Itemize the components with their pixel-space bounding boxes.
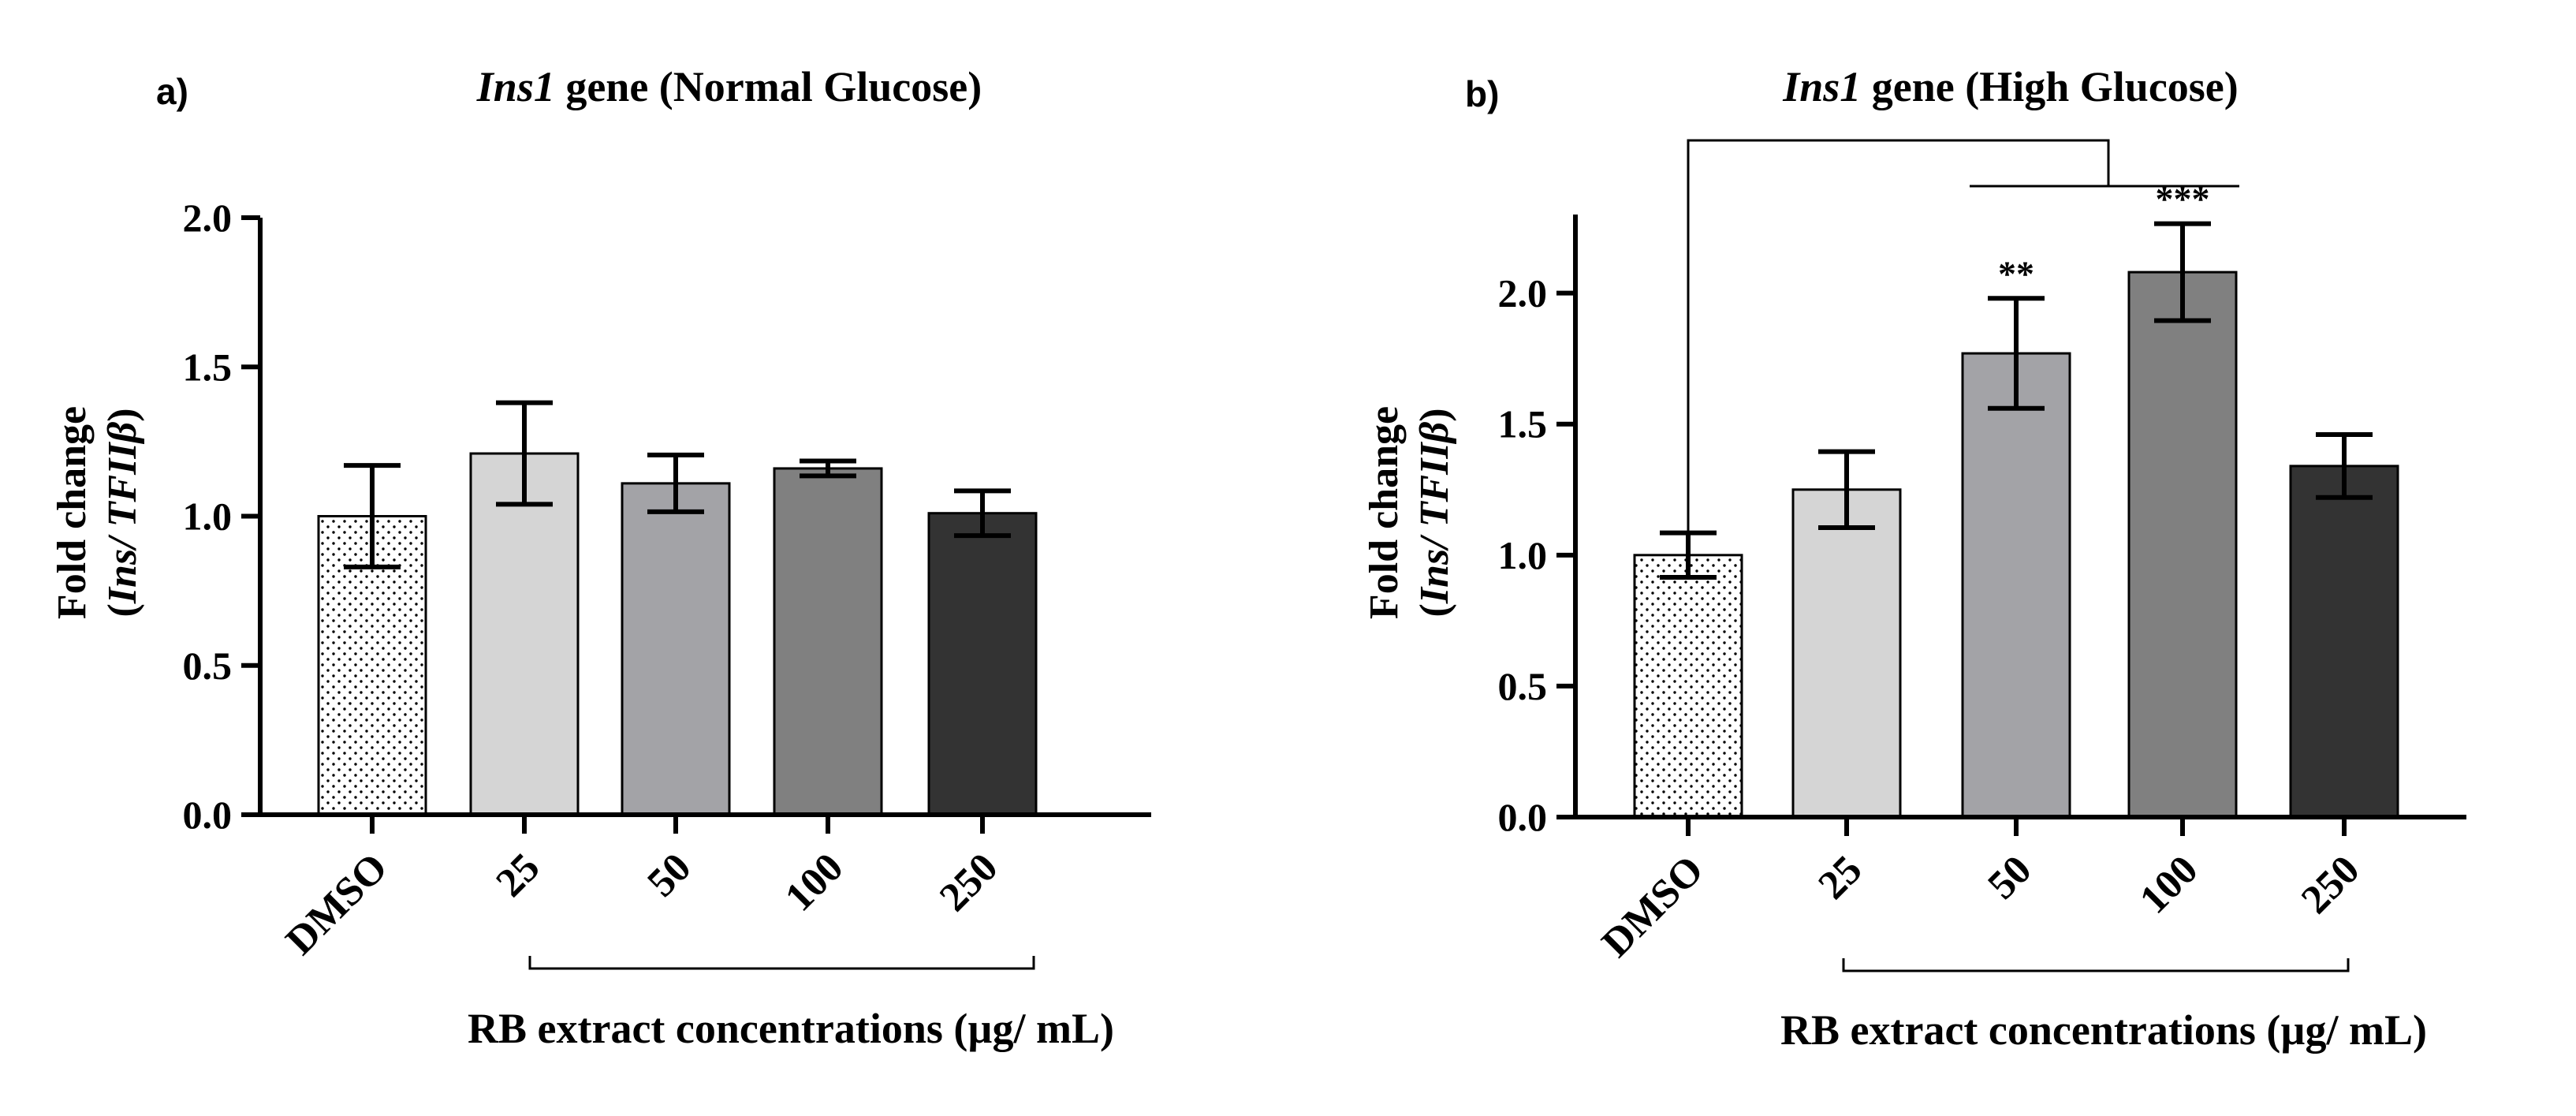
bar (621, 482, 731, 816)
panel-a-ylabel-paren-open: ( (100, 603, 145, 617)
x-tick-label: DMSO (278, 845, 397, 964)
panel-b-ylabel-paren-close: ) (1412, 408, 1457, 421)
panel-b-concentration-bracket (1842, 958, 2350, 972)
panel-a-bars (317, 452, 1038, 816)
panel-b-bars (1633, 271, 2399, 819)
x-tick-label: 50 (639, 845, 699, 905)
bar (2127, 271, 2238, 819)
panel-a-title-gene: Ins1 (476, 63, 555, 110)
panel-a-x-axis-ticks: DMSO 25 50 100 250 (278, 815, 1006, 964)
panel-a-ylabel-line1: Fold change (50, 406, 95, 619)
x-tick-label: 250 (2293, 847, 2368, 922)
y-tick-label: 0.0 (183, 793, 233, 837)
panel-a-title: Ins1 gene (Normal Glucose) (476, 63, 982, 110)
y-tick-label: 1.0 (1498, 533, 1548, 577)
y-tick-label: 0.0 (1498, 795, 1548, 839)
panel-b-y-axis-ticks: 0.0 0.5 1.0 1.5 2.0 (1498, 271, 1575, 839)
x-tick-label: 25 (1810, 847, 1870, 908)
bar (1961, 352, 2071, 819)
panel-a-xlabel: RB extract concentrations (µg/ mL) (468, 1005, 1114, 1052)
panel-b-title: Ins1 gene (High Glucose) (1782, 63, 2239, 110)
x-tick-label: 100 (2131, 847, 2206, 922)
y-tick-label: 2.0 (183, 196, 233, 240)
panel-b-x-axis-ticks: DMSO 25 50 100 250 (1594, 817, 2368, 966)
panel-b-ylabel-line1: Fold change (1362, 406, 1407, 619)
panel-b-chart: b) Ins1 gene (High Glucose) Fold change … (1362, 63, 2466, 1054)
y-tick-label: 1.0 (183, 495, 233, 539)
y-tick-label: 1.5 (183, 345, 233, 389)
panel-b-ylabel-italic: Ins/ TFIIβ (1412, 421, 1457, 604)
panel-b-xlabel: RB extract concentrations (µg/ mL) (1780, 1006, 2427, 1054)
significance-label: ** (1998, 253, 2034, 293)
panel-a-chart: a) Ins1 gene (Normal Glucose) Fold chang… (50, 63, 1151, 1052)
panel-b-title-gene: Ins1 (1782, 63, 1861, 110)
y-tick-label: 2.0 (1498, 271, 1548, 315)
panel-a-y-axis-ticks: 0.0 0.5 1.0 1.5 2.0 (183, 196, 260, 837)
bar (1633, 554, 1743, 819)
x-tick-label: 100 (777, 845, 852, 920)
panel-a-ylabel-paren-close: ) (100, 408, 145, 421)
x-tick-label: 25 (487, 845, 548, 905)
y-tick-label: 0.5 (1498, 664, 1548, 708)
bar (927, 512, 1038, 816)
panel-a-error-bars (344, 400, 1011, 569)
panel-a-ylabel-line2: (Ins/ TFIIβ) (100, 408, 145, 617)
panel-a-ylabel-italic: Ins/ TFIIβ (100, 421, 145, 604)
significance-label: *** (2156, 179, 2210, 219)
panel-b-title-rest: gene (High Glucose) (1861, 63, 2238, 110)
bar (773, 467, 883, 816)
panel-a-label: a) (156, 71, 188, 112)
panel-b-ylabel-paren-open: ( (1412, 603, 1457, 617)
panel-b-comparison-bracket (1687, 139, 2110, 533)
panel-b-ylabel-line2: (Ins/ TFIIβ) (1412, 408, 1457, 617)
y-tick-label: 0.5 (183, 644, 233, 688)
panel-a-title-rest: gene (Normal Glucose) (555, 63, 982, 110)
bar (469, 452, 580, 816)
bar (1791, 488, 1902, 819)
x-tick-label: DMSO (1594, 847, 1713, 966)
x-tick-label: 250 (931, 845, 1006, 920)
panel-a-concentration-bracket (528, 956, 1035, 970)
y-tick-label: 1.5 (1498, 402, 1548, 446)
panel-b-label: b) (1465, 73, 1499, 114)
bar (2289, 465, 2399, 819)
x-tick-label: 50 (1979, 847, 2040, 908)
